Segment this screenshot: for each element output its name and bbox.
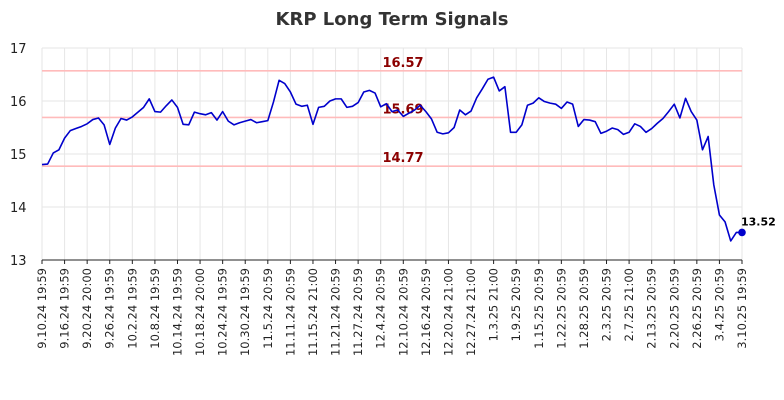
- last-price-label: 13.52: [741, 215, 776, 228]
- signal-level-label: 14.77: [382, 151, 423, 166]
- x-tick-label: 1.9.25 20:59: [509, 268, 523, 341]
- x-tick-label: 2.20.25 20:59: [667, 268, 681, 349]
- x-tick-label: 9.20.24 20:00: [80, 268, 94, 349]
- x-tick-label: 1.3.25 21:00: [487, 268, 501, 341]
- y-tick-label: 15: [10, 148, 27, 163]
- x-tick-label: 10.30.24 19:59: [238, 268, 252, 356]
- x-tick-label: 10.24.24 19:59: [216, 268, 230, 356]
- x-tick-label: 9.10.24 19:59: [35, 268, 49, 349]
- x-tick-label: 10.18.24 20:00: [193, 268, 207, 356]
- x-tick-label: 11.5.24 20:59: [261, 268, 275, 349]
- x-tick-label: 11.15.24 21:00: [306, 268, 320, 356]
- x-tick-label: 12.27.24 21:00: [464, 268, 478, 356]
- y-tick-label: 17: [10, 42, 27, 57]
- x-tick-label: 2.7.25 21:00: [622, 268, 636, 341]
- x-tick-label: 3.10.25 19:59: [735, 268, 749, 349]
- x-tick-label: 3.4.25 20:59: [712, 268, 726, 341]
- y-tick-label: 14: [10, 201, 27, 216]
- grid: [41, 47, 743, 261]
- x-tick-label: 10.2.24 19:59: [125, 268, 139, 349]
- x-tick-label: 12.10.24 20:59: [396, 268, 410, 356]
- signal-levels: 16.57 15.69 14.77: [42, 56, 742, 167]
- signal-level-label: 16.57: [382, 56, 423, 71]
- chart-title: KRP Long Term Signals: [276, 9, 509, 30]
- price-line: [41, 76, 742, 242]
- x-tick-label: 1.28.25 20:59: [577, 268, 591, 349]
- last-price-point: [738, 228, 746, 237]
- x-tick-label: 2.13.25 20:59: [645, 268, 659, 349]
- x-tick-label: 9.26.24 19:59: [103, 268, 117, 349]
- x-tick-label: 11.11.24 20:59: [283, 268, 297, 356]
- x-tick-label: 1.15.25 20:59: [532, 268, 546, 349]
- x-tick-label: 2.3.25 20:59: [600, 268, 614, 341]
- x-tick-label: 2.26.25 20:59: [690, 268, 704, 349]
- x-tick-label: 12.4.24 20:59: [374, 268, 388, 349]
- x-tick-label: 12.16.24 20:59: [419, 268, 433, 356]
- x-tick-label: 1.22.25 20:59: [554, 268, 568, 349]
- x-tick-label: 12.20.24 21:00: [441, 268, 455, 356]
- axes: 13 14 15 16 17 9.10.24 19:59 9.16.24 19:59 9.20…: [10, 42, 749, 356]
- x-tick-label: 11.21.24 20:59: [329, 268, 343, 356]
- price-series: 13.52: [41, 76, 776, 242]
- signal-level-label: 15.69: [382, 102, 423, 117]
- x-tick-label: 9.16.24 19:59: [58, 268, 72, 349]
- x-tick-label: 10.14.24 19:59: [170, 268, 184, 356]
- y-tick-label: 16: [10, 95, 27, 110]
- x-tick-label: 10.8.24 19:59: [148, 268, 162, 349]
- x-tick-label: 11.27.24 20:59: [351, 268, 365, 356]
- y-tick-label: 13: [10, 254, 27, 269]
